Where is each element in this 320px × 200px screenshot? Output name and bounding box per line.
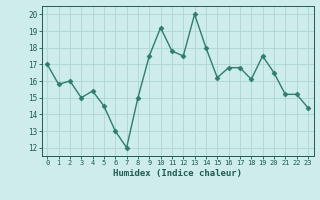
X-axis label: Humidex (Indice chaleur): Humidex (Indice chaleur) bbox=[113, 169, 242, 178]
